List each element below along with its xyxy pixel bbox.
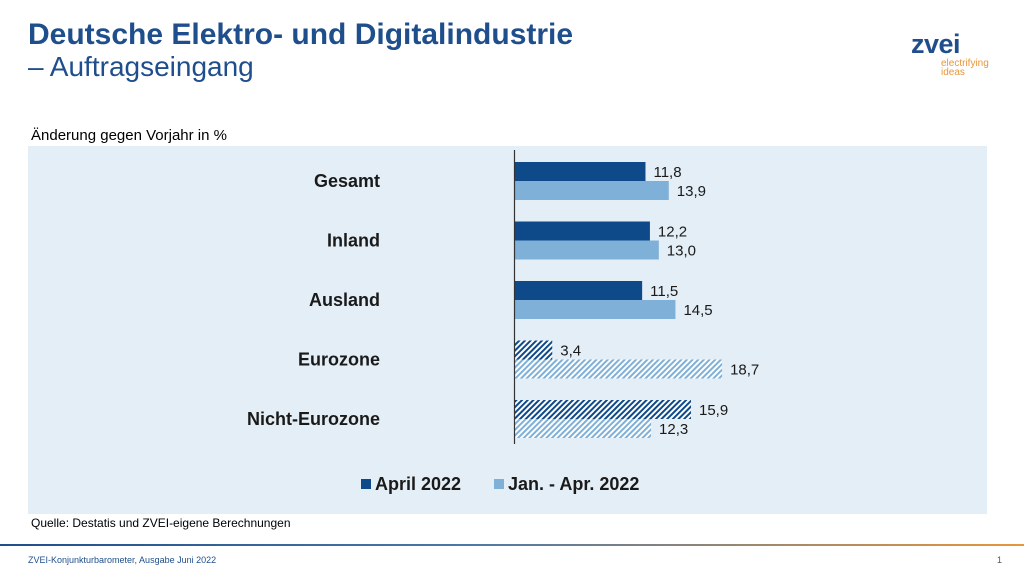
bar (514, 181, 669, 200)
bar (514, 221, 650, 241)
bar (514, 240, 659, 260)
bar (514, 162, 646, 181)
data-label: 11,8 (653, 164, 681, 181)
footer-text: ZVEI-Konjunkturbarometer, Ausgabe Juni 2… (28, 555, 217, 565)
logo-tagline: electrifying ideas (941, 58, 989, 78)
page-number: 1 (996, 555, 1002, 565)
legend-swatch (494, 479, 504, 489)
logo-tagline-2: ideas (941, 67, 965, 78)
bar (514, 359, 723, 379)
chart-subtitle: Änderung gegen Vorjahr in % (31, 127, 227, 144)
title-line-1: Deutsche Elektro- und Digitalindustrie (28, 18, 574, 51)
data-label: 12,3 (659, 421, 688, 438)
category-label: Eurozone (298, 350, 380, 370)
category-label: Inland (327, 231, 380, 251)
title-line-2: – Auftragseingang (28, 51, 254, 82)
data-label: 3,4 (560, 343, 581, 360)
logo-tagline-1: electrifying (941, 58, 989, 69)
data-label: 14,5 (683, 302, 712, 319)
data-label: 11,5 (650, 283, 678, 300)
data-label: 15,9 (699, 402, 728, 419)
page-title: Deutsche Elektro- und Digitalindustrie –… (28, 18, 573, 83)
chart-panel: Gesamt 11,8 13,9 Inland 12,2 13,0 Ausland 11,5 1… (28, 146, 987, 514)
legend-label: April 2022 (375, 474, 461, 494)
data-label: 18,7 (730, 362, 759, 379)
legend-label: Jan. - Apr. 2022 (508, 474, 639, 494)
bar (514, 300, 676, 319)
category-label: Nicht-Eurozone (247, 409, 380, 429)
bar (514, 419, 652, 438)
zvei-logo: zvei electrifying ideas (911, 30, 1001, 80)
data-label: 13,0 (667, 243, 696, 260)
footer-divider (0, 544, 1024, 546)
data-label: 13,9 (677, 183, 706, 200)
source-note: Quelle: Destatis und ZVEI-eigene Berechn… (31, 516, 291, 530)
category-label: Gesamt (314, 171, 380, 191)
data-label: 12,2 (658, 224, 687, 241)
legend-swatch (361, 479, 371, 489)
bar (514, 281, 643, 300)
logo-wordmark: zvei (911, 29, 961, 59)
category-label: Ausland (309, 290, 380, 310)
bar (514, 400, 691, 419)
bar (514, 340, 553, 360)
bar-chart: Gesamt 11,8 13,9 Inland 12,2 13,0 Ausland 11,5 1… (247, 150, 759, 494)
